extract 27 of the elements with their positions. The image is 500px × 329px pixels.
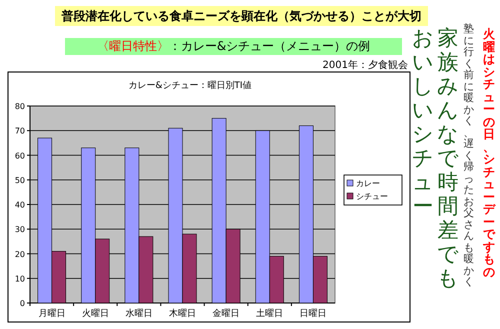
x-tick-label: 木曜日 <box>169 308 196 319</box>
annotation: 2001年：夕食観会 <box>322 59 408 72</box>
x-tick-label: 金曜日 <box>212 308 240 319</box>
y-tick-label: 20 <box>14 250 25 259</box>
x-tick-label: 土曜日 <box>256 308 284 319</box>
x-tick-label: 月曜日 <box>38 308 66 319</box>
y-tick-label: 10 <box>14 274 25 284</box>
y-tick-label: 0 <box>20 299 25 308</box>
annotation: 火曜はシチューの日、シチューデーですもの <box>482 28 496 278</box>
y-tick-label: 30 <box>14 225 25 234</box>
chart-subtitle: 〈曜日特性〉：カレー&シチュー（メニュー）の例 <box>96 39 370 53</box>
y-tick-label: 40 <box>14 200 25 210</box>
x-tick-label: 日曜日 <box>300 308 327 319</box>
y-tick-label: 50 <box>14 176 25 185</box>
legend-label: シチュー <box>356 192 388 201</box>
y-tick-label: 80 <box>14 102 25 111</box>
x-tick-label: 火曜日 <box>82 308 109 319</box>
y-tick-label: 60 <box>14 151 25 160</box>
title: 普段潜在化している食卓ニーズを顕在化（気づかせる）ことが大切 <box>55 6 428 26</box>
x-tick-label: 水曜日 <box>125 308 152 319</box>
annotation: 塾に行く前に暖かく、遅く帰ったお父さんも暖かく <box>462 24 476 288</box>
chart-title: カレー&シチュー：曜日別TI値 <box>128 81 252 91</box>
y-tick-label: 70 <box>14 126 25 136</box>
legend-label: カレー <box>356 179 380 188</box>
subtitle: 〈曜日特性〉：カレー&シチュー（メニュー）の例 <box>65 38 402 55</box>
annotation: おいしいシチュー <box>411 26 435 218</box>
annotation: 家族みんなで時間差でも <box>436 26 460 290</box>
